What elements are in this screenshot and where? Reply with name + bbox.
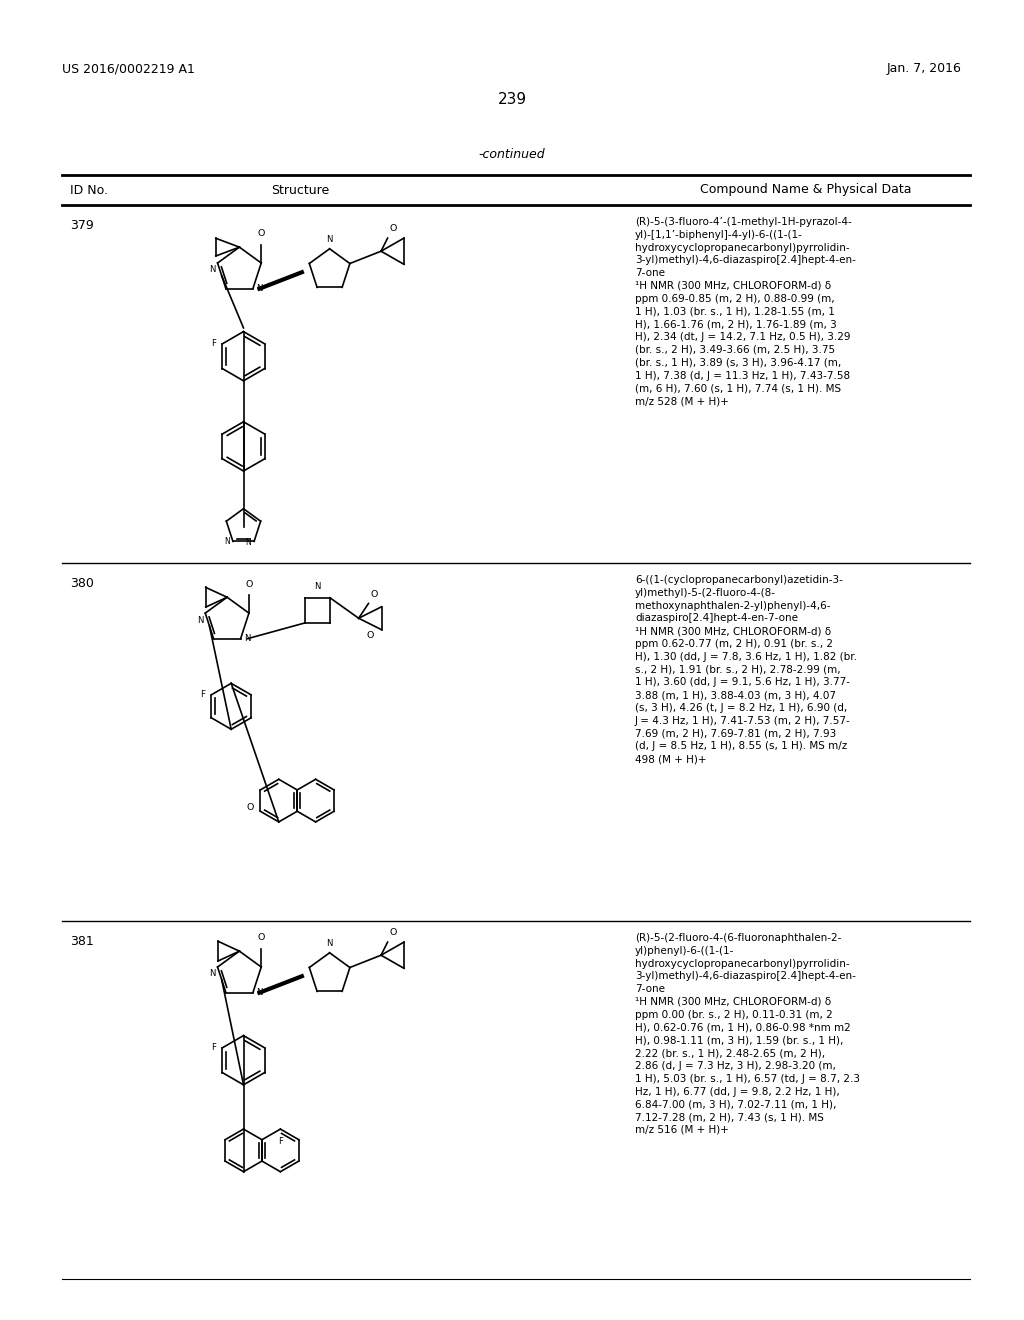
Text: N: N: [256, 284, 262, 293]
Text: ID No.: ID No.: [70, 183, 108, 197]
Text: F: F: [211, 1043, 216, 1052]
Text: 6-((1-(cyclopropanecarbonyl)azetidin-3-
yl)methyl)-5-(2-fluoro-4-(8-
methoxynaph: 6-((1-(cyclopropanecarbonyl)azetidin-3- …: [635, 576, 857, 764]
Text: F: F: [200, 690, 205, 700]
Text: N: N: [210, 969, 216, 978]
Text: (R)-5-(3-fluoro-4’-(1-methyl-1H-pyrazol-4-
yl)-[1,1’-biphenyl]-4-yl)-6-((1-(1-
h: (R)-5-(3-fluoro-4’-(1-methyl-1H-pyrazol-…: [635, 216, 856, 407]
Text: US 2016/0002219 A1: US 2016/0002219 A1: [62, 62, 195, 75]
Text: Compound Name & Physical Data: Compound Name & Physical Data: [700, 183, 911, 197]
Text: O: O: [246, 579, 253, 589]
Text: O: O: [367, 631, 374, 640]
Text: -continued: -continued: [478, 148, 546, 161]
Text: N: N: [244, 635, 250, 643]
Text: (R)-5-(2-fluoro-4-(6-fluoronaphthalen-2-
yl)phenyl)-6-((1-(1-
hydroxycyclopropan: (R)-5-(2-fluoro-4-(6-fluoronaphthalen-2-…: [635, 933, 860, 1135]
Text: O: O: [370, 590, 378, 598]
Text: O: O: [389, 928, 396, 937]
Text: F: F: [278, 1138, 283, 1146]
Text: N: N: [256, 989, 262, 997]
Text: O: O: [389, 224, 396, 234]
Text: 380: 380: [70, 577, 94, 590]
Text: N: N: [198, 615, 204, 624]
Text: N: N: [327, 235, 333, 244]
Text: 379: 379: [70, 219, 94, 232]
Text: Jan. 7, 2016: Jan. 7, 2016: [887, 62, 962, 75]
Text: F: F: [211, 339, 216, 348]
Text: N: N: [327, 939, 333, 948]
Text: O: O: [247, 803, 254, 812]
Text: O: O: [258, 230, 265, 239]
Text: 381: 381: [70, 935, 94, 948]
Text: 239: 239: [498, 92, 526, 107]
Text: N: N: [245, 539, 251, 548]
Text: O: O: [258, 933, 265, 942]
Text: N: N: [224, 537, 229, 546]
Text: N: N: [314, 582, 321, 591]
Text: Structure: Structure: [271, 183, 329, 197]
Text: N: N: [210, 265, 216, 275]
